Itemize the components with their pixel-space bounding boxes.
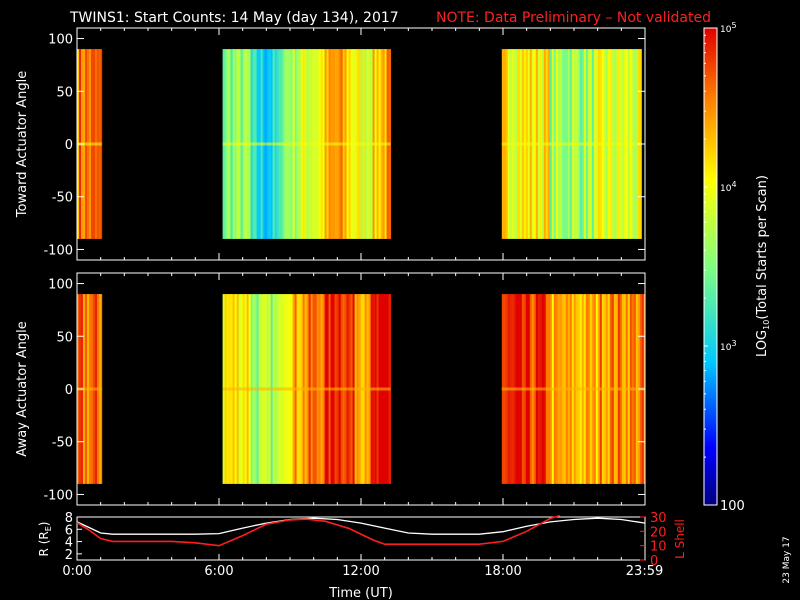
lshell-tick-label: 30 [650,511,667,526]
y-tick-label: 0 [65,138,73,153]
y-tick-label: 100 [48,33,73,48]
toward-heatmap-cells [77,49,642,239]
toward-y-label: Toward Actuator Angle [15,71,30,218]
colorbar-tick-label: 104 [720,180,737,194]
x-tick-label: 0:00 [62,564,91,579]
radius-tick-label: 6 [65,523,73,538]
colorbar-tick-label: 100 [720,499,745,514]
time-x-ticks: 0:00 6:00 12:00 18:00 23:59 [62,554,663,579]
y-tick-label: 50 [56,85,73,100]
heatmap-zero-band [77,142,102,146]
radius-tick-label: 8 [65,511,73,526]
radius-tick-label: 4 [65,536,73,551]
colorbar-tick-label: 103 [720,339,737,353]
away-y-label: Away Actuator Angle [15,321,30,456]
lshell-series-line [76,514,561,547]
away-heatmap-cells [77,294,646,484]
radius-tick-label: 2 [65,548,73,563]
x-tick-label: 6:00 [204,564,233,579]
colorbar: 100 103 104 105 LOG10(Total Starts per Scan… [703,21,771,514]
x-tick-label: 23:59 [626,564,663,579]
x-tick-label: 12:00 [342,564,379,579]
lshell-tick-label: 20 [650,525,667,540]
lshell-y-label: L Shell [673,519,687,559]
colorbar-ticks: 100 103 104 105 [704,21,745,514]
y-tick-label: -100 [43,243,73,258]
radius-y-label: R (RE) [37,522,53,557]
colorbar-gradient [703,27,718,506]
away-y-ticks: 100 50 0 -50 -100 [43,273,646,505]
y-tick-label: -100 [43,488,73,503]
y-tick-label: -50 [52,191,73,206]
y-tick-label: -50 [52,436,73,451]
colorbar-label: LOG10(Total Starts per Scan) [755,175,771,357]
time-x-label: Time (UT) [328,586,393,600]
preliminary-note: NOTE: Data Preliminary – Not validated [436,10,711,26]
heatmap-zero-band [501,387,645,391]
heatmap-zero-band [222,142,391,146]
chart-title: TWINS1: Start Counts: 14 May (day 134), … [69,10,399,26]
colorbar-tick-label: 105 [720,21,737,35]
heatmap-zero-band [222,387,391,391]
heatmap-zero-band [501,142,642,146]
toward-angle-panel: 100 50 0 -50 -100 Toward Actuator Angle [15,27,646,261]
away-angle-panel: 100 50 0 -50 -100 Away Actuator Angle [15,272,646,506]
y-tick-label: 0 [65,383,73,398]
y-tick-label: 100 [48,278,73,293]
x-tick-label: 18:00 [484,564,521,579]
heatmap-zero-band [77,387,102,391]
lshell-tick-label: 10 [650,540,667,555]
toward-y-ticks: 100 50 0 -50 -100 [43,28,646,260]
lshell-tick-label: 0 [650,554,658,569]
date-stamp: 23 May 17 [782,536,792,583]
y-tick-label: 50 [56,330,73,345]
